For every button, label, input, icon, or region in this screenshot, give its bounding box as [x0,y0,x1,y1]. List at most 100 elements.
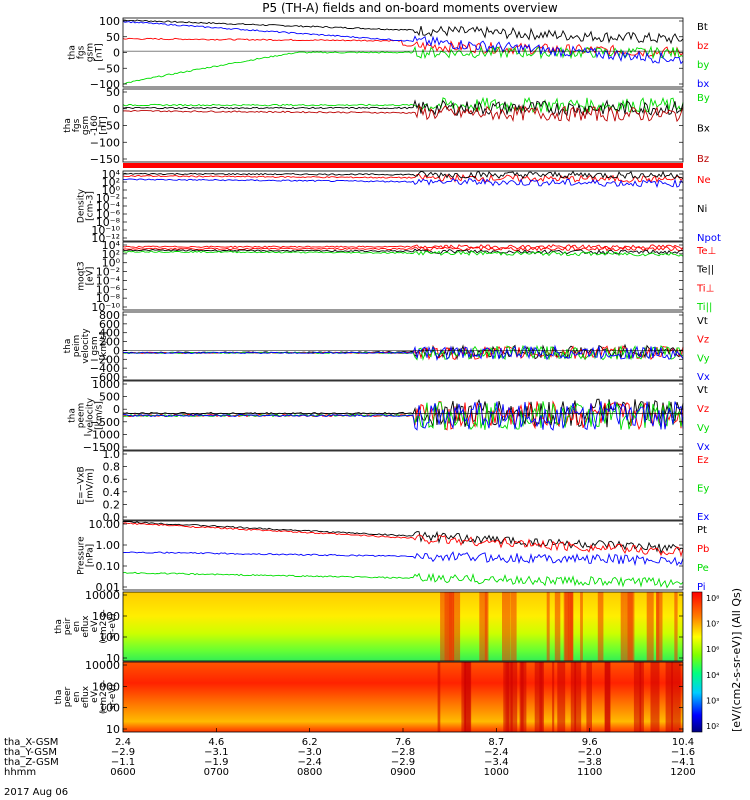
y-axis-label-line: velocity [81,328,91,364]
legend-entry: Pt [697,525,707,536]
panel-frame [122,520,684,591]
legend-entry: Vz [697,404,709,415]
spectrogram-burst [639,662,644,732]
series-line [122,244,684,250]
y-axis-label-line: [nT] [99,116,109,134]
y-axis-label-line: tha [68,45,78,60]
legend-entry: Te|| [696,265,714,276]
series-line [122,170,684,180]
legend-entry: Ex [697,512,709,523]
spectrogram-burst [554,592,561,661]
panel-7: 1.00.80.60.40.20.0 E=−VxB [mV/m] Ez Ey Ex [77,448,710,524]
spectrogram-burst [437,662,441,732]
series-line [122,173,684,184]
series-line [122,248,683,255]
y-axis-label-line: moqt3 [77,261,87,290]
panel-frame [122,241,684,311]
y-axis-label-line: fgs [77,45,87,59]
y-tick-label: 10⁻¹² [91,232,120,245]
y-tick-label: 10⁰ [102,257,121,270]
x-tick-label: −3.4 [484,757,508,768]
y-axis-label-line: gsm [86,43,96,62]
y-tick-label: 10⁻¹⁰ [91,301,120,314]
x-tick-label: −1.1 [111,757,135,768]
x-tick-label: −3.1 [204,747,228,758]
legend-entry: Vy [697,353,710,364]
spectrogram-burst [646,592,654,661]
y-tick-label: 0 [113,403,120,416]
panel-10: 10000 1000 100 10 tha peer en eflux eV (cm2-s-sr-… [54,659,684,736]
spectrogram-burst [552,662,555,732]
panel-frame [122,380,684,451]
spectrogram-burst [580,592,583,661]
spectrogram-burst [444,592,455,661]
y-tick-label: 10⁻⁴ [96,274,121,287]
y-axis-label-line: (cm2-s- [99,680,109,714]
x-tick-label: 0800 [297,767,322,778]
spectrogram-burst [557,662,566,732]
y-axis-label: tha peim velocity gsm [km/s] [63,328,109,364]
colorbar-tick-label: 10⁴ [706,671,719,680]
x-tick-label: 0700 [204,767,229,778]
spectrogram-burst [452,592,461,661]
spectrogram-burst [586,662,592,732]
y-tick-label: 100 [99,631,120,644]
y-tick-label: 10⁻⁴ [96,200,121,213]
y-tick-label: 0 [113,103,120,116]
y-axis-label: Density [cm-3] [77,188,96,223]
x-tick-label: −3.0 [298,747,322,758]
series-line [122,551,684,567]
y-axis-label-line: -160 [90,115,100,136]
spectrogram-burst [656,592,660,661]
x-tick-label: 1000 [484,767,509,778]
legend-entry: by [697,60,709,71]
y-tick-label: 10⁰ [102,184,121,197]
y-axis-label-line: Density [77,188,87,223]
y-axis-label-line: eflux [81,615,91,638]
y-tick-label: −1500 [83,441,120,454]
colorbar-tick-label: 10⁷ [706,620,719,629]
y-tick-label: 10⁻⁸ [96,292,121,305]
x-tick-label: −2.4 [484,747,508,758]
y-tick-label: 10² [102,248,120,261]
y-axis-label-line: peim [72,335,82,358]
x-tick-label: −4.1 [671,757,695,768]
legend-entry: Ti|| [696,302,712,313]
y-axis-label-line: E=−VxB [77,466,87,504]
series-line [122,99,684,117]
colorbar-tick-label: 10³ [706,696,719,705]
x-tick-label: −2.8 [391,747,415,758]
y-tick-label: 0 [113,344,120,357]
spectrogram-burst [510,662,518,732]
y-axis-label-line: [mV/m] [86,469,96,503]
y-tick-label: 10.00 [89,518,121,531]
y-axis-label-line: tha [54,619,64,634]
legend-entry: Pi [697,582,706,593]
series-line [122,522,684,558]
y-tick-label: 10⁻⁶ [96,208,121,221]
legend-entry: Npot [697,233,721,244]
y-tick-label: −50 [97,120,120,133]
y-tick-label: 0 [113,47,120,60]
series-line [122,96,684,114]
colorbar-tick-label: 10⁶ [706,645,719,654]
series-line [122,250,684,257]
y-tick-label: 10⁻⁶ [96,283,121,296]
y-tick-label: 1000 [92,610,120,623]
series-line [122,177,684,188]
y-axis-label-line: tha [63,339,73,354]
legend-entry: By [697,93,710,104]
y-tick-label: −50 [97,62,120,75]
spectrogram-burst [502,592,510,661]
y-tick-label: 50 [106,31,120,44]
y-axis-label: E=−VxB [mV/m] [77,466,96,504]
y-tick-label: 10000 [85,589,120,602]
y-axis-label-line: gsm [81,116,91,135]
legend-entry: Ne [697,175,711,186]
y-axis-label: tha peir en eflux eV (cm2-s-sr-eV) [54,609,118,643]
y-tick-label: 1.0 [103,448,121,461]
spectrogram-burst [650,662,660,732]
y-axis-label-line: peem [77,403,87,429]
y-axis-label-line: [eV] [86,267,96,286]
